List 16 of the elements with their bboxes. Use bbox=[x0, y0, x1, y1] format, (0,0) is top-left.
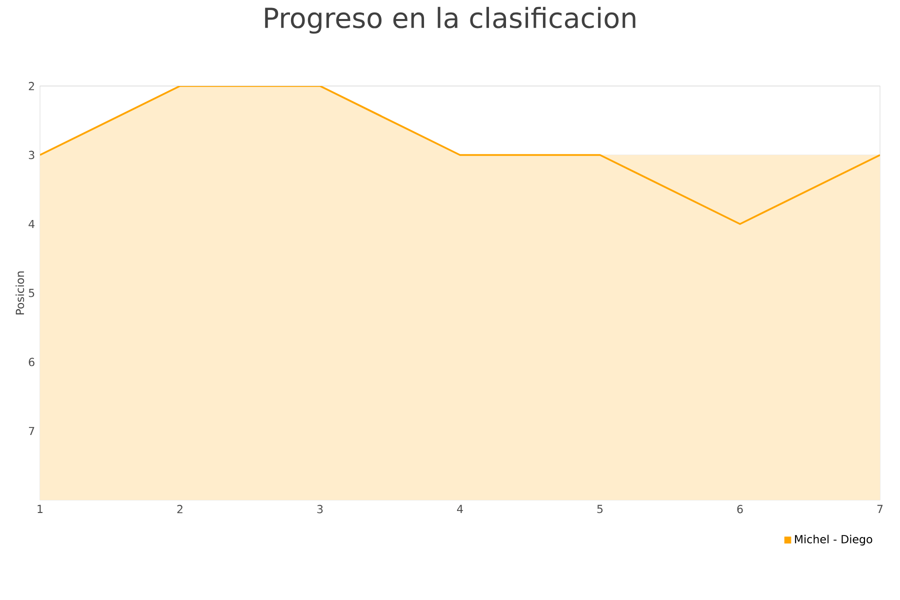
y-tick-label: 2 bbox=[28, 82, 34, 90]
x-tick-label: 5 bbox=[597, 504, 603, 514]
x-tick-label: 2 bbox=[177, 504, 182, 514]
y-axis-title: Posicion bbox=[16, 272, 24, 314]
x-tick-label: 6 bbox=[737, 504, 743, 514]
x-tick-label: 3 bbox=[317, 504, 323, 514]
y-tick-label: 7 bbox=[28, 426, 34, 436]
x-tick-label: 7 bbox=[877, 504, 883, 513]
x-tick-label: 1 bbox=[38, 504, 42, 513]
y-tick-label: 3 bbox=[28, 150, 34, 160]
x-tick-label: 4 bbox=[457, 504, 463, 513]
y-tick-label: 4 bbox=[28, 220, 34, 228]
y-tick-label: 6 bbox=[28, 358, 34, 366]
chart-title: Progreso en la clasificacion bbox=[265, 6, 636, 34]
y-tick-label: 5 bbox=[28, 288, 34, 298]
legend-label: Michel - Diego bbox=[795, 534, 872, 546]
